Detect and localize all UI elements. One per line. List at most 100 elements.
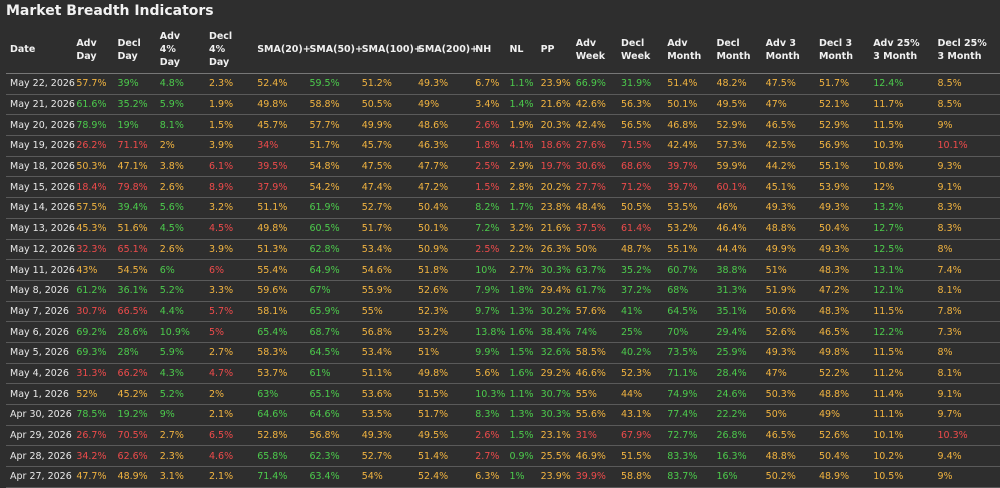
column-header: Decl 4% Day: [204, 30, 254, 74]
value-cell: 26.8%: [712, 425, 762, 447]
value-cell: 45.1%: [761, 176, 815, 199]
value-cell: 48.8%: [814, 383, 870, 405]
value-cell: 28%: [113, 342, 156, 364]
value-cell: 2.8%: [505, 176, 537, 199]
value-cell: 74%: [571, 321, 617, 343]
value-cell: 5.9%: [155, 94, 205, 116]
value-cell: 11.5%: [869, 114, 934, 137]
value-cell: 64.6%: [305, 404, 358, 426]
table-row: Apr 28, 2026 34.2% 62.6% 2.3% 4.6% 65.8% 62.3%…: [6, 445, 1000, 468]
value-cell: 54.5%: [113, 259, 156, 281]
value-cell: 7.3%: [933, 321, 1000, 343]
value-cell: 56.8%: [357, 321, 414, 343]
value-cell: 78.5%: [72, 404, 114, 426]
value-cell: 58.8%: [305, 94, 358, 116]
value-cell: 19.2%: [113, 404, 156, 426]
value-cell: 2.1%: [204, 466, 254, 488]
value-cell: 9%: [155, 404, 205, 426]
value-cell: 5%: [204, 321, 254, 343]
value-cell: 2.5%: [471, 239, 506, 261]
value-cell: 58.8%: [616, 466, 664, 488]
value-cell: 30.2%: [536, 301, 572, 323]
value-cell: 53.9%: [814, 176, 870, 199]
column-header: Adv Week: [571, 30, 617, 74]
value-cell: 49.3%: [761, 342, 815, 364]
value-cell: 3.4%: [471, 94, 506, 116]
table-row: May 13, 2026 45.3% 51.6% 4.5% 4.5% 49.8% 60.5%…: [6, 218, 1000, 240]
value-cell: 1.5%: [505, 425, 537, 447]
table-row: May 4, 2026 31.3% 66.2% 4.3% 4.7% 53.7% 61% 51.…: [6, 363, 1000, 385]
value-cell: 23.1%: [536, 425, 572, 447]
date-cell: May 21, 2026: [6, 94, 75, 116]
value-cell: 42.5%: [761, 135, 815, 157]
value-cell: 1.4%: [505, 94, 537, 116]
value-cell: 45.2%: [113, 383, 156, 405]
value-cell: 52.7%: [357, 445, 414, 468]
value-cell: 58.1%: [253, 301, 306, 323]
value-cell: 5.2%: [155, 383, 205, 405]
column-header: Decl Day: [113, 30, 156, 74]
value-cell: 9.9%: [471, 342, 506, 364]
value-cell: 51.1%: [253, 197, 306, 219]
value-cell: 27.7%: [571, 176, 617, 199]
value-cell: 71.4%: [253, 466, 306, 488]
value-cell: 16.3%: [712, 445, 762, 468]
value-cell: 53.4%: [357, 342, 414, 364]
value-cell: 1.5%: [505, 342, 537, 364]
value-cell: 26.3%: [536, 239, 572, 261]
value-cell: 71.5%: [616, 135, 664, 157]
value-cell: 8%: [933, 239, 1000, 261]
value-cell: 53.5%: [663, 197, 713, 219]
value-cell: 54.6%: [357, 259, 414, 281]
value-cell: 62.3%: [305, 445, 358, 468]
value-cell: 45.7%: [357, 135, 414, 157]
date-cell: May 20, 2026: [6, 114, 75, 137]
value-cell: 1.1%: [505, 383, 537, 405]
value-cell: 25%: [616, 321, 664, 343]
column-header: Adv 4% Day: [155, 30, 205, 74]
value-cell: 51.7%: [814, 73, 870, 95]
value-cell: 46.5%: [814, 321, 870, 343]
column-header: Adv Month: [663, 30, 713, 74]
value-cell: 51%: [413, 342, 472, 364]
value-cell: 51%: [761, 259, 815, 281]
value-cell: 50%: [761, 404, 815, 426]
value-cell: 52.9%: [712, 114, 762, 137]
value-cell: 71.1%: [113, 135, 156, 157]
value-cell: 30.3%: [536, 259, 572, 281]
value-cell: 24.6%: [712, 383, 762, 405]
table-row: Apr 30, 2026 78.5% 19.2% 9% 2.1% 64.6% 64.6% 53…: [6, 404, 1000, 426]
column-header: SMA(200)+: [413, 30, 478, 74]
value-cell: 38.8%: [712, 259, 762, 281]
value-cell: 1.8%: [471, 135, 506, 157]
table-row: Apr 27, 2026 47.7% 48.9% 3.1% 2.1% 71.4% 63.4%…: [6, 466, 1000, 488]
table-row: May 6, 2026 69.2% 28.6% 10.9% 5% 65.4% 68.7% 56…: [6, 321, 1000, 343]
date-cell: May 22, 2026: [6, 73, 75, 95]
value-cell: 2.5%: [471, 156, 506, 178]
value-cell: 49.9%: [761, 239, 815, 261]
value-cell: 68.7%: [305, 321, 358, 343]
date-cell: May 5, 2026: [6, 342, 73, 364]
value-cell: 1.5%: [204, 114, 254, 137]
value-cell: 8.2%: [471, 197, 506, 219]
value-cell: 41%: [616, 301, 664, 323]
value-cell: 58.5%: [571, 342, 617, 364]
table-row: May 5, 2026 69.3% 28% 5.9% 2.7% 58.3% 64.5% 53.…: [6, 342, 1000, 364]
value-cell: 55%: [357, 301, 414, 323]
value-cell: 8.1%: [933, 280, 1000, 302]
value-cell: 10%: [471, 259, 506, 281]
value-cell: 48.8%: [761, 218, 815, 240]
value-cell: 49.3%: [814, 197, 870, 219]
value-cell: 44.2%: [761, 156, 815, 178]
value-cell: 6.5%: [204, 425, 254, 447]
value-cell: 39.7%: [663, 176, 713, 199]
value-cell: 16%: [712, 466, 762, 488]
value-cell: 42.4%: [663, 135, 713, 157]
value-cell: 70.5%: [113, 425, 156, 447]
value-cell: 2.3%: [204, 73, 254, 95]
value-cell: 10.2%: [869, 445, 934, 468]
value-cell: 52.3%: [616, 363, 664, 385]
table-row: May 7, 2026 30.7% 66.5% 4.4% 5.7% 58.1% 65.9% 5…: [6, 301, 1000, 323]
value-cell: 11.7%: [869, 94, 934, 116]
value-cell: 31.3%: [712, 280, 762, 302]
